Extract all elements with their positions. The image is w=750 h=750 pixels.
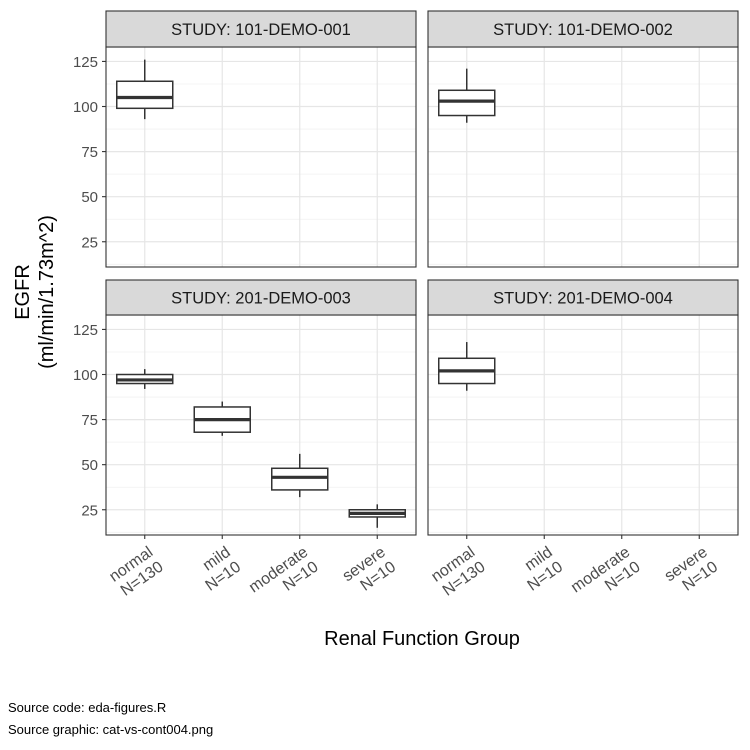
x-axis-title: Renal Function Group <box>324 628 520 650</box>
box-normal <box>438 342 496 391</box>
y-tick-label: 25 <box>81 234 98 251</box>
y-tick-label: 50 <box>81 457 98 474</box>
box-severe <box>348 504 406 528</box>
facet-strip <box>105 279 417 316</box>
box-mild <box>193 401 251 436</box>
facet-panel: STUDY: 201-DEMO-003 25 50 75 100 125 normalN=1… <box>73 279 417 600</box>
y-tick-label: 50 <box>81 189 98 206</box>
facet-panel: STUDY: 101-DEMO-001 25 50 75 100 125 <box>73 10 417 268</box>
facet-strip <box>427 10 739 48</box>
y-tick-label: 125 <box>73 54 98 71</box>
panel-background <box>106 47 416 267</box>
y-axis-title-line: EGFR <box>12 264 34 320</box>
facet-strip <box>427 279 739 316</box>
y-axis-title: EGFR (ml/min/1.73m^2) <box>12 215 58 369</box>
box-normal <box>116 59 174 120</box>
panel-background <box>106 315 416 535</box>
iqr-box <box>271 467 329 491</box>
panel-background <box>428 47 738 267</box>
iqr-box <box>438 89 496 117</box>
facet-strip-label: STUDY: 101-DEMO-002 <box>493 21 673 39</box>
facet-strip-label: STUDY: 201-DEMO-003 <box>171 290 351 308</box>
facet-strip-label: STUDY: 101-DEMO-001 <box>171 21 351 39</box>
iqr-box <box>116 80 174 110</box>
facet-strip-label: STUDY: 201-DEMO-004 <box>493 290 673 308</box>
panel-background <box>428 315 738 535</box>
source-graphic-caption: Source graphic: cat-vs-cont004.png <box>8 722 214 737</box>
y-tick-label: 75 <box>81 412 98 429</box>
facet-panel: STUDY: 101-DEMO-002 <box>427 10 739 268</box>
y-tick-label: 25 <box>81 502 98 519</box>
y-axis-title-line: (ml/min/1.73m^2) <box>36 215 58 369</box>
y-tick-label: 100 <box>73 367 98 384</box>
box-normal <box>438 68 496 123</box>
y-tick-label: 100 <box>73 99 98 116</box>
y-tick-label: 125 <box>73 322 98 339</box>
facet-strip <box>105 10 417 48</box>
box-normal <box>116 369 174 389</box>
box-moderate <box>271 453 329 498</box>
y-tick-label: 75 <box>81 144 98 161</box>
source-code-caption: Source code: eda-figures.R <box>8 700 167 715</box>
